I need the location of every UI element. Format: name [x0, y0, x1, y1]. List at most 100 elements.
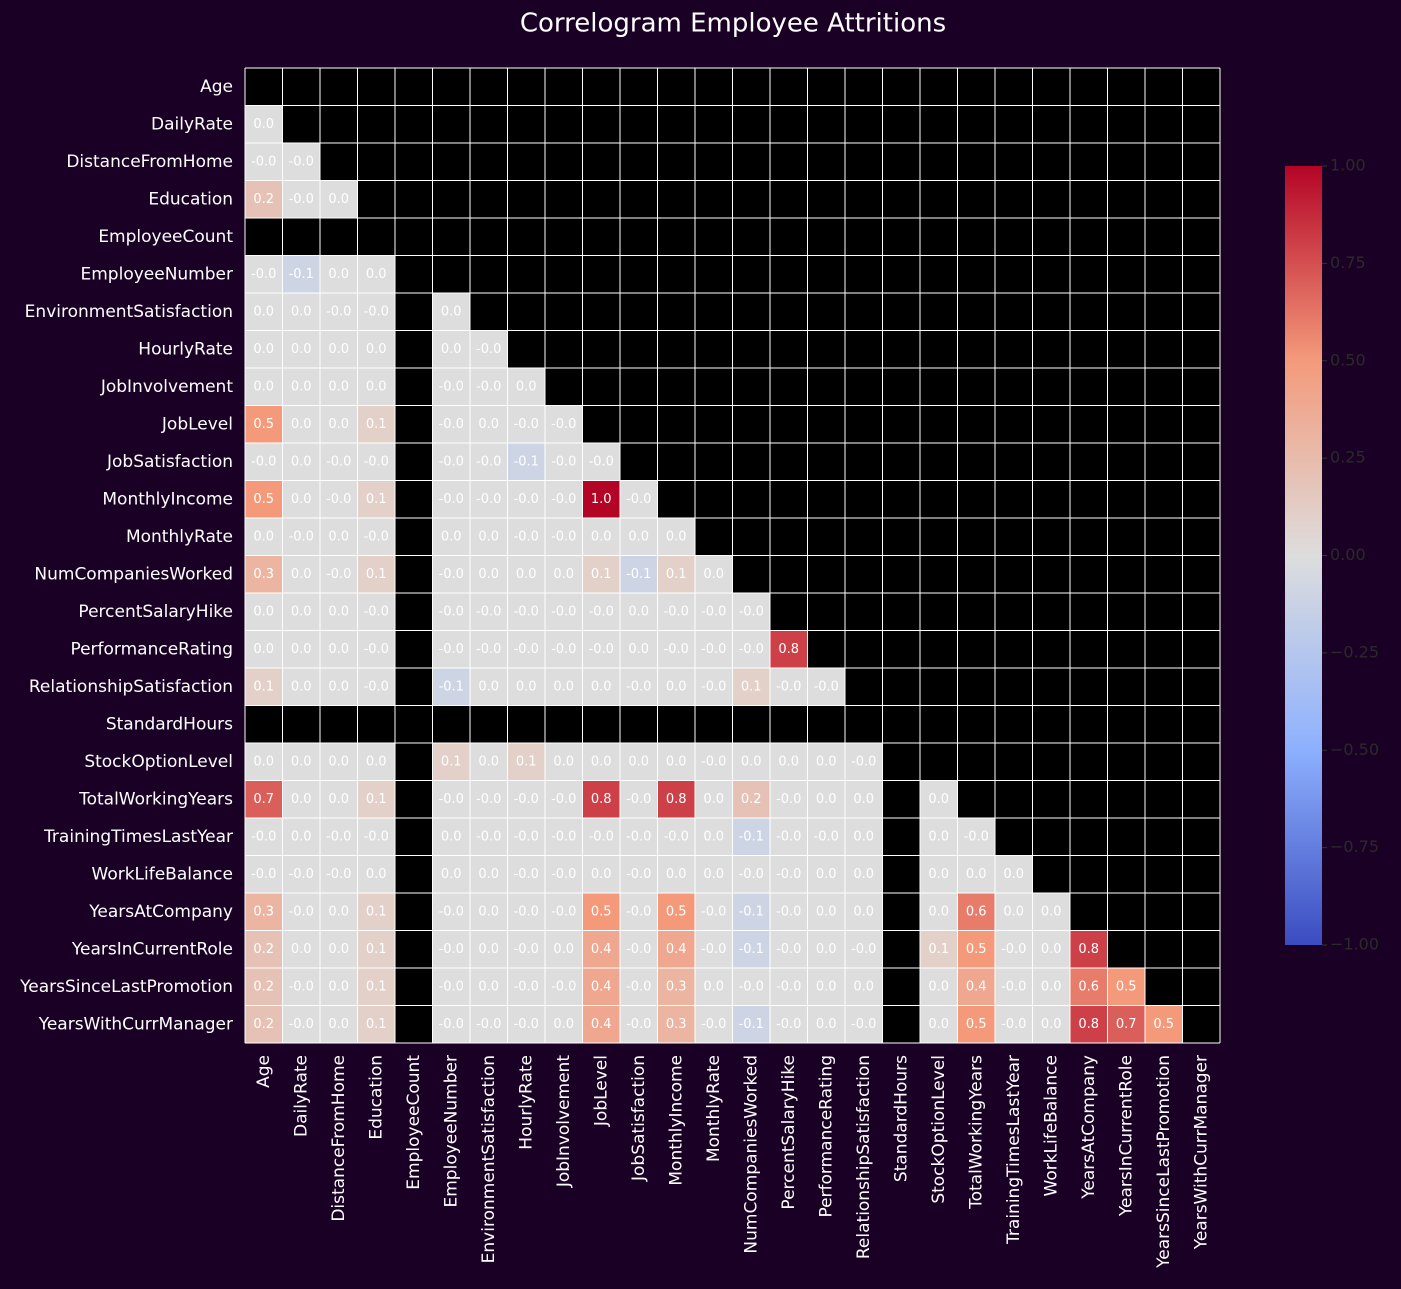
colorbar: [1285, 166, 1322, 945]
cell: [507, 818, 545, 856]
cell-label: -0.0: [289, 979, 314, 994]
cell: [620, 743, 658, 781]
cell: [507, 930, 545, 968]
y-tick-label: Education: [148, 189, 233, 209]
cell-label: 0.0: [291, 679, 312, 694]
cell-label: -0.0: [551, 642, 576, 657]
cell-label: 0.5: [253, 492, 274, 507]
cell: [432, 930, 470, 968]
cell-label: -0.0: [551, 792, 576, 807]
cell-label: 0.0: [328, 604, 349, 619]
cell-label: 0.0: [778, 754, 799, 769]
cell: [245, 743, 283, 781]
cell-label: -0.0: [776, 792, 801, 807]
cell: [545, 1005, 583, 1043]
cell: [320, 180, 358, 218]
cell: [320, 818, 358, 856]
x-tick-label: DailyRate: [291, 1055, 311, 1137]
x-tick-label: Education: [366, 1055, 386, 1140]
cell-label: 0.0: [328, 942, 349, 957]
cell: [320, 593, 358, 631]
cell: [507, 968, 545, 1006]
cell-label: -0.1: [739, 904, 764, 919]
y-tick-label: StandardHours: [106, 714, 233, 734]
cell: [320, 555, 358, 593]
cell-label: -0.0: [364, 642, 389, 657]
cell-label: 0.5: [591, 904, 612, 919]
cell: [282, 818, 320, 856]
cell: [282, 593, 320, 631]
cell-label: -0.0: [364, 454, 389, 469]
cell-label: -0.1: [626, 567, 651, 582]
cell: [807, 893, 845, 931]
cell: [620, 930, 658, 968]
cell: [507, 405, 545, 443]
cell: [545, 405, 583, 443]
cell-label: -0.0: [551, 979, 576, 994]
cell-label: 0.7: [1116, 1017, 1137, 1032]
cell: [657, 780, 695, 818]
cell: [807, 855, 845, 893]
y-tick-label: PerformanceRating: [70, 639, 233, 659]
cell: [770, 930, 808, 968]
cell-label: -0.0: [776, 904, 801, 919]
cell: [695, 893, 733, 931]
cell-label: 0.4: [591, 1017, 612, 1032]
x-tick-label: YearsWithCurrManager: [1191, 1055, 1211, 1250]
cell-label: 0.1: [928, 942, 949, 957]
cell: [245, 930, 283, 968]
cell-label: -0.0: [626, 1017, 651, 1032]
cell: [845, 780, 883, 818]
cell: [470, 593, 508, 631]
cell-label: 0.0: [253, 342, 274, 357]
cell: [807, 668, 845, 706]
cell-label: 0.0: [328, 417, 349, 432]
cell-label: -0.0: [589, 829, 614, 844]
cell: [995, 855, 1033, 893]
cell-label: -0.0: [439, 642, 464, 657]
cell: [695, 1005, 733, 1043]
x-tick-label: StockOptionLevel: [929, 1055, 949, 1204]
cell: [357, 255, 395, 293]
cell: [432, 405, 470, 443]
colorbar-tick-label: 1.00: [1330, 156, 1366, 175]
cell: [1070, 1005, 1108, 1043]
cell: [432, 330, 470, 368]
cell-label: -0.0: [289, 529, 314, 544]
cell: [620, 1005, 658, 1043]
cell: [320, 968, 358, 1006]
cell: [1032, 1005, 1070, 1043]
cell-label: 0.0: [703, 792, 724, 807]
cell: [770, 855, 808, 893]
cell-label: 0.0: [928, 829, 949, 844]
cell: [432, 443, 470, 481]
cell-label: 0.4: [591, 942, 612, 957]
cell-label: 0.0: [1041, 904, 1062, 919]
cell: [545, 743, 583, 781]
cell: [620, 780, 658, 818]
cell-label: -0.0: [701, 679, 726, 694]
x-tick-label: MonthlyIncome: [666, 1055, 686, 1186]
cell-label: -0.0: [851, 942, 876, 957]
cell: [807, 930, 845, 968]
cell-label: -0.0: [439, 792, 464, 807]
cell-label: -0.0: [776, 829, 801, 844]
cell-label: -0.0: [551, 867, 576, 882]
y-tick-label: YearsSinceLastPromotion: [19, 977, 233, 997]
cell: [282, 330, 320, 368]
cell-label: 0.0: [816, 754, 837, 769]
cell-label: 0.0: [478, 567, 499, 582]
cell-label: -0.0: [964, 829, 989, 844]
cell-label: 0.0: [703, 867, 724, 882]
cell-label: 0.1: [366, 979, 387, 994]
cell-label: 0.8: [1078, 942, 1099, 957]
cell-label: -0.0: [739, 979, 764, 994]
cell: [432, 630, 470, 668]
cell-label: -0.0: [476, 1017, 501, 1032]
cell-label: 0.0: [478, 679, 499, 694]
y-tick-label: StockOptionLevel: [84, 752, 233, 772]
cell-label: -0.0: [551, 492, 576, 507]
cell: [1107, 968, 1145, 1006]
cell: [657, 893, 695, 931]
cell-label: 0.0: [253, 379, 274, 394]
